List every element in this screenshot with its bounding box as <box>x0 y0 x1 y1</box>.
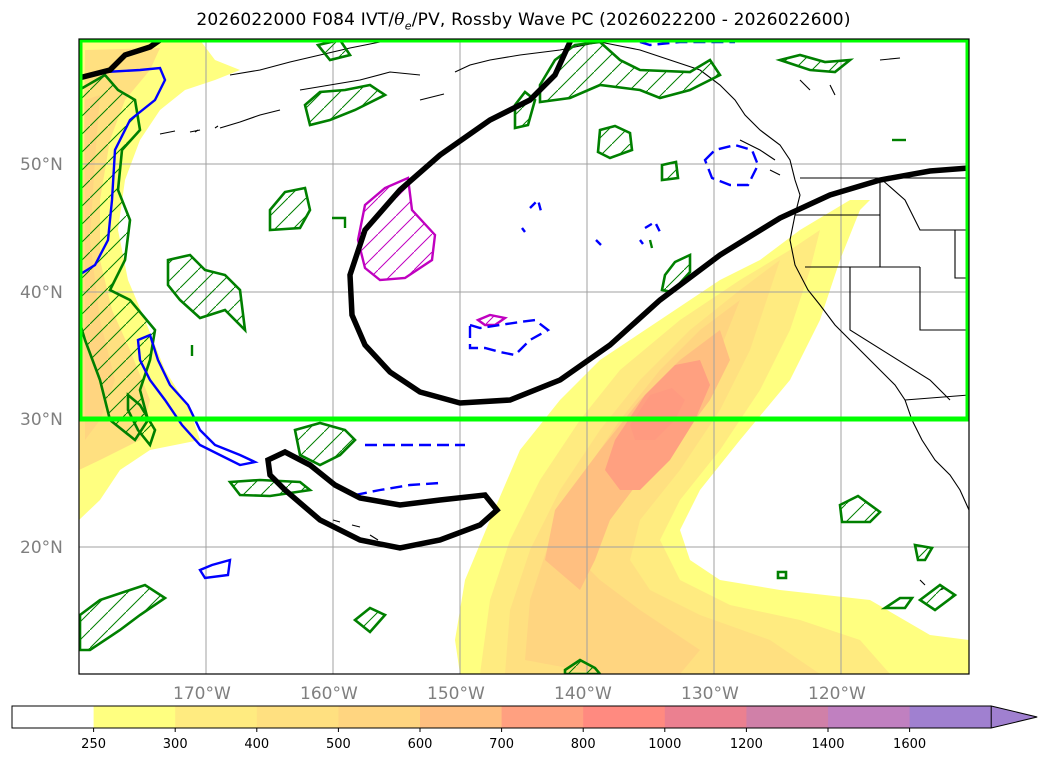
hawaii-islands <box>332 519 391 549</box>
colorbar-tick-label: 250 <box>81 737 106 752</box>
state-border-mt <box>879 177 969 279</box>
pv-blob-21 <box>776 570 788 580</box>
rossby-west-top <box>79 39 163 81</box>
lon-label-160w: 160°W <box>300 684 358 704</box>
pv-contours-green <box>79 39 958 674</box>
colorbar-tick-label: 1600 <box>893 737 926 752</box>
theta-e-dash-3 <box>354 481 441 497</box>
region-box <box>79 39 969 422</box>
colorbar-segment <box>338 706 421 728</box>
colorbar-segment <box>256 706 339 728</box>
rossby-main <box>347 39 969 406</box>
alaska-coast <box>159 39 969 511</box>
lat-labels: 50°N 40°N 30°N 20°N <box>20 155 63 558</box>
rossby-south <box>265 448 501 551</box>
pv-blob-3 <box>303 83 388 127</box>
rossby-wave-pc <box>79 39 969 551</box>
canada-islands <box>739 57 901 176</box>
colorbar-segment <box>501 706 584 728</box>
title-theta-sub: e <box>404 19 412 33</box>
title-prefix: 2026022000 F084 IVT/ <box>196 10 395 30</box>
coastlines <box>159 39 969 591</box>
lon-label-150w: 150°W <box>427 684 485 704</box>
title-suffix: /PV, Rossby Wave PC (2026022200 - 202602… <box>411 10 851 30</box>
magenta-blob-1 <box>356 176 437 282</box>
ivt-shading <box>79 40 969 674</box>
pv-contours-magenta <box>356 176 508 327</box>
lat-label-30: 30°N <box>20 410 63 430</box>
theta-e-dash-5 <box>639 40 735 47</box>
colorbar-segment <box>583 706 666 728</box>
colorbar-tick-label: 1400 <box>811 737 844 752</box>
colorbar-segment <box>12 706 95 728</box>
colorbar-tick-label: 400 <box>244 737 269 752</box>
state-border-nv <box>849 267 951 401</box>
ivt-ar-7 <box>630 388 685 440</box>
lon-label-130w: 130°W <box>681 684 739 704</box>
colorbar-tick-label: 300 <box>163 737 188 752</box>
pv-blob-8 <box>660 160 680 182</box>
pv-blob-7 <box>596 124 634 160</box>
pv-blob-2 <box>268 186 312 232</box>
theta-e-solid-small <box>198 558 232 580</box>
pv-blob-4 <box>315 39 353 62</box>
map-title: 2026022000 F084 IVT/θe/PV, Rossby Wave P… <box>0 10 1047 32</box>
colorbar-segment <box>828 706 911 728</box>
theta-e-dash-1 <box>468 318 551 357</box>
lon-label-120w: 120°W <box>808 684 866 704</box>
colorbar-tick-label: 1000 <box>648 737 681 752</box>
pv-blob-16 <box>880 596 915 610</box>
pv-blob-20 <box>775 53 855 74</box>
pv-west-band <box>79 73 157 442</box>
colorbar-segment <box>664 706 747 728</box>
state-border-id <box>879 178 969 331</box>
title-theta: θ <box>394 10 405 30</box>
state-border-mexico <box>904 394 969 401</box>
colorbar: 250 300 400 500 600 700 800 1000 1200 1400 1600 <box>11 705 1038 752</box>
colorbar-tick-label: 500 <box>326 737 351 752</box>
magenta-blob-2 <box>475 313 508 327</box>
map-area <box>79 39 969 674</box>
theta-e-dash-6 <box>521 197 662 246</box>
pv-ticks <box>190 138 906 356</box>
pv-blob-9 <box>660 252 692 294</box>
lat-label-40: 40°N <box>20 283 63 303</box>
colorbar-tick-label: 600 <box>408 737 433 752</box>
pv-blob-1 <box>166 253 247 334</box>
pv-blob-13 <box>352 606 388 634</box>
lon-label-140w: 140°W <box>554 684 612 704</box>
lat-label-20: 20°N <box>20 538 63 558</box>
lon-label-170w: 170°W <box>173 684 231 704</box>
colorbar-extend-arrow <box>990 705 1038 729</box>
lon-labels: 170°W 160°W 150°W 140°W 130°W 120°W <box>173 684 866 704</box>
pv-blob-17 <box>917 583 958 612</box>
small-islands <box>194 93 946 591</box>
theta-e-contours <box>79 40 760 580</box>
pv-blob-18 <box>563 658 602 674</box>
colorbar-tick-label: 700 <box>489 737 514 752</box>
pv-blob-15 <box>913 543 935 562</box>
colorbar-segment <box>746 706 829 728</box>
pv-blob-10 <box>293 421 357 467</box>
pv-blob-14 <box>838 494 882 524</box>
colorbar-segment <box>175 706 258 728</box>
pv-blob-12 <box>79 583 168 652</box>
colorbar-segment <box>909 706 992 728</box>
colorbar-segment <box>420 706 503 728</box>
colorbar-tick-label: 800 <box>571 737 596 752</box>
colorbar-segment <box>93 706 176 728</box>
lat-label-50: 50°N <box>20 155 63 175</box>
map-frame <box>78 38 970 675</box>
pv-blob-6 <box>538 40 722 104</box>
pv-blob-11 <box>227 478 314 498</box>
theta-e-solid-west <box>79 66 259 467</box>
colorbar-tick-label: 1200 <box>730 737 763 752</box>
theta-e-dash-4 <box>703 143 760 187</box>
